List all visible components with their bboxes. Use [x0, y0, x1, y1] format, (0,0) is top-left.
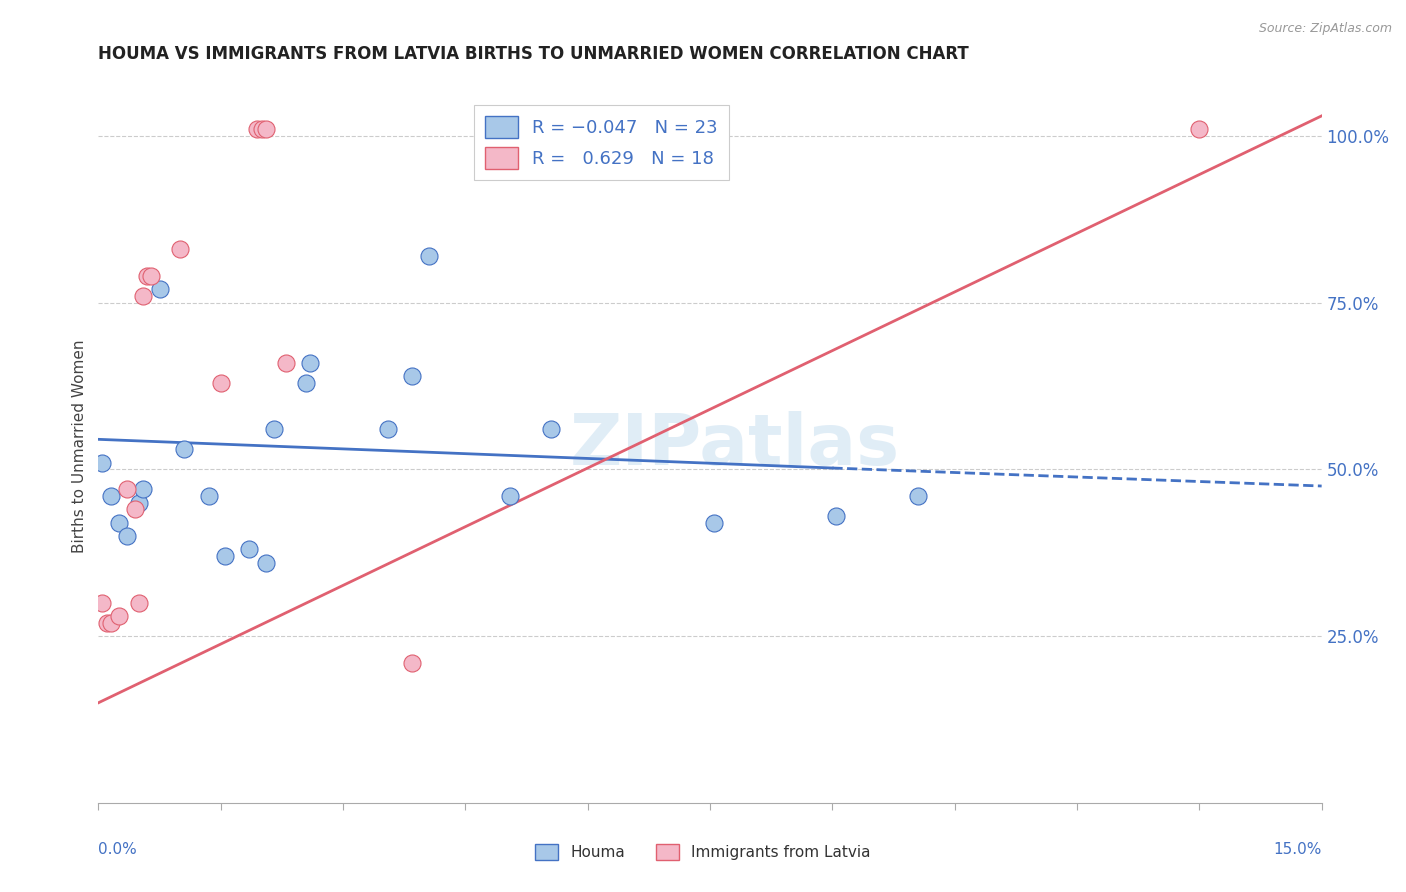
Point: [250, 122, 273, 136]
Point: [499, 489, 522, 503]
Point: [299, 356, 322, 370]
Point: [141, 268, 163, 283]
Legend: Houma, Immigrants from Latvia: Houma, Immigrants from Latvia: [529, 838, 877, 866]
Point: [254, 122, 277, 136]
Point: [173, 442, 195, 457]
Point: [214, 549, 236, 563]
Point: [136, 268, 159, 283]
Point: [132, 483, 155, 497]
Point: [108, 609, 131, 624]
Point: [274, 356, 297, 370]
Point: [246, 122, 269, 136]
Point: [263, 422, 285, 436]
Text: 0.0%: 0.0%: [98, 842, 138, 857]
Text: HOUMA VS IMMIGRANTS FROM LATVIA BIRTHS TO UNMARRIED WOMEN CORRELATION CHART: HOUMA VS IMMIGRANTS FROM LATVIA BIRTHS T…: [98, 45, 969, 62]
Point: [907, 489, 929, 503]
Text: ZIPatlas: ZIPatlas: [569, 411, 900, 481]
Point: [128, 596, 150, 610]
Point: [128, 496, 150, 510]
Point: [825, 509, 848, 524]
Point: [1188, 122, 1211, 136]
Point: [197, 489, 219, 503]
Y-axis label: Births to Unmarried Women: Births to Unmarried Women: [72, 339, 87, 553]
Point: [100, 489, 122, 503]
Point: [96, 615, 118, 630]
Point: [418, 249, 440, 263]
Point: [238, 542, 260, 557]
Point: [91, 456, 114, 470]
Text: Source: ZipAtlas.com: Source: ZipAtlas.com: [1258, 22, 1392, 36]
Point: [100, 615, 122, 630]
Point: [254, 556, 277, 570]
Text: 15.0%: 15.0%: [1274, 842, 1322, 857]
Point: [115, 529, 138, 543]
Point: [115, 483, 138, 497]
Point: [108, 516, 131, 530]
Point: [149, 282, 172, 296]
Legend: R = −0.047   N = 23, R =   0.629   N = 18: R = −0.047 N = 23, R = 0.629 N = 18: [474, 105, 728, 180]
Point: [703, 516, 725, 530]
Point: [401, 656, 423, 670]
Point: [295, 376, 318, 390]
Point: [169, 242, 191, 256]
Point: [124, 502, 146, 516]
Point: [540, 422, 562, 436]
Point: [91, 596, 114, 610]
Point: [401, 368, 423, 383]
Point: [377, 422, 399, 436]
Point: [132, 289, 155, 303]
Point: [209, 376, 232, 390]
